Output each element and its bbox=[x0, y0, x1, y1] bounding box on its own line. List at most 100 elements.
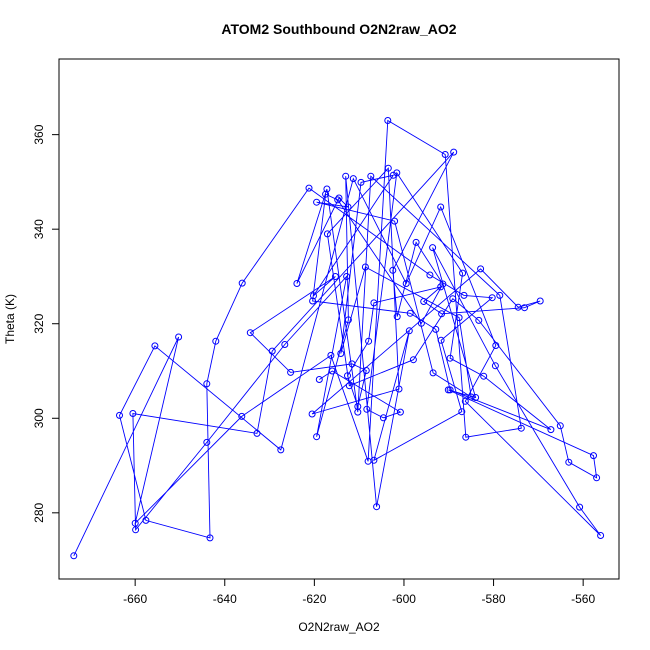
data-point bbox=[343, 273, 351, 280]
data-point bbox=[151, 342, 159, 350]
data-point bbox=[556, 422, 564, 430]
data-point bbox=[253, 429, 261, 437]
data-point bbox=[238, 279, 246, 287]
data-point bbox=[361, 263, 369, 271]
data-point bbox=[379, 414, 387, 422]
data-point bbox=[438, 310, 446, 318]
data-point bbox=[406, 309, 414, 317]
x-axis: -660 -640 -620 -600 -580 -560 bbox=[123, 578, 595, 606]
data-point bbox=[322, 190, 330, 198]
data-point bbox=[467, 393, 475, 401]
data-point bbox=[370, 456, 378, 464]
data-point bbox=[323, 185, 331, 193]
data-point bbox=[488, 294, 496, 302]
data-points bbox=[70, 117, 605, 560]
data-point bbox=[331, 273, 339, 280]
data-point bbox=[593, 474, 601, 482]
data-point bbox=[362, 367, 370, 374]
data-point bbox=[517, 424, 525, 432]
data-point bbox=[590, 452, 597, 460]
data-point bbox=[373, 503, 381, 511]
data-point bbox=[396, 408, 404, 416]
y-tick-label: 340 bbox=[32, 219, 46, 239]
data-point bbox=[432, 325, 440, 333]
data-point bbox=[337, 350, 345, 357]
data-point bbox=[496, 291, 504, 299]
data-point bbox=[334, 196, 342, 204]
data-point bbox=[212, 337, 220, 345]
data-point bbox=[393, 313, 401, 321]
series-line bbox=[73, 119, 601, 556]
data-point bbox=[384, 164, 392, 172]
y-tick-label: 360 bbox=[32, 124, 46, 144]
y-tick-label: 320 bbox=[32, 313, 46, 333]
data-point bbox=[345, 382, 353, 390]
data-point bbox=[437, 336, 445, 344]
data-point bbox=[344, 203, 352, 211]
data-point bbox=[132, 526, 140, 534]
data-point bbox=[417, 319, 425, 327]
x-tick-label: -640 bbox=[213, 592, 237, 606]
data-point bbox=[335, 194, 343, 202]
data-point bbox=[492, 342, 500, 349]
data-point bbox=[310, 292, 317, 300]
data-lines bbox=[73, 119, 601, 556]
data-point bbox=[327, 351, 335, 359]
data-point bbox=[287, 368, 295, 376]
data-point bbox=[129, 410, 137, 417]
x-axis-label: O2N2raw_AO2 bbox=[298, 620, 380, 634]
data-point bbox=[305, 184, 313, 192]
data-point bbox=[365, 337, 373, 345]
data-point bbox=[142, 516, 150, 524]
data-point bbox=[281, 341, 289, 348]
x-tick-label: -600 bbox=[392, 592, 416, 606]
y-tick-label: 280 bbox=[32, 502, 46, 522]
y-axis-label: Theta (K) bbox=[3, 294, 17, 344]
data-point bbox=[491, 362, 499, 370]
data-point bbox=[547, 426, 555, 434]
data-point bbox=[238, 412, 246, 420]
data-point bbox=[203, 380, 211, 388]
data-point bbox=[389, 171, 397, 179]
data-point bbox=[342, 172, 350, 180]
data-point bbox=[426, 271, 434, 279]
data-point bbox=[455, 314, 463, 322]
data-point bbox=[363, 405, 371, 413]
data-point bbox=[131, 519, 139, 527]
data-point bbox=[246, 329, 254, 337]
data-point bbox=[367, 172, 375, 180]
chart-title: ATOM2 Southbound O2N2raw_AO2 bbox=[221, 21, 456, 37]
data-point bbox=[344, 316, 352, 324]
data-point bbox=[175, 333, 183, 341]
data-point bbox=[349, 175, 357, 183]
data-point bbox=[344, 372, 351, 380]
data-point bbox=[461, 397, 469, 405]
data-point bbox=[348, 360, 356, 368]
x-tick-label: -580 bbox=[482, 592, 506, 606]
x-tick-label: -660 bbox=[123, 592, 147, 606]
x-tick-label: -560 bbox=[571, 592, 595, 606]
data-point bbox=[458, 408, 466, 416]
data-point bbox=[477, 265, 485, 273]
data-point bbox=[206, 534, 214, 542]
x-tick-label: -620 bbox=[302, 592, 326, 606]
data-point bbox=[536, 297, 544, 305]
data-point bbox=[446, 354, 454, 362]
data-point bbox=[420, 298, 428, 305]
data-point bbox=[354, 403, 362, 410]
data-point bbox=[315, 376, 323, 383]
data-point bbox=[313, 198, 321, 206]
data-point bbox=[70, 552, 78, 560]
data-point bbox=[309, 297, 317, 305]
y-axis: 280 300 320 340 360 bbox=[32, 124, 60, 523]
data-point bbox=[450, 148, 458, 156]
data-point bbox=[308, 410, 316, 418]
data-point bbox=[576, 503, 584, 511]
data-point bbox=[565, 458, 573, 466]
y-tick-label: 300 bbox=[32, 408, 46, 428]
data-point bbox=[393, 169, 401, 177]
data-point bbox=[116, 411, 123, 419]
data-point bbox=[462, 433, 470, 441]
data-point bbox=[514, 303, 522, 311]
data-point bbox=[268, 347, 276, 355]
